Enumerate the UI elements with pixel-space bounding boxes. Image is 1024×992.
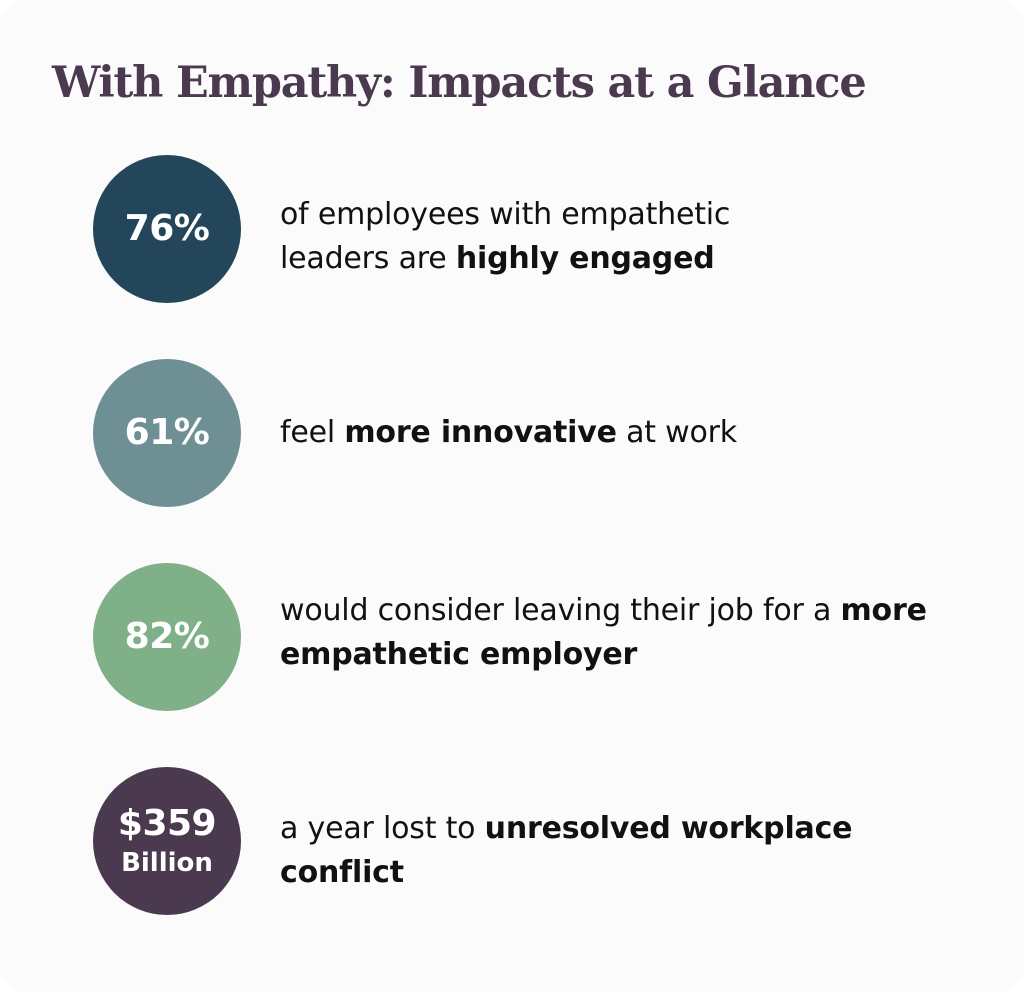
stat-circle-conflict-cost: $359 Billion xyxy=(93,767,241,915)
stat-text: a year lost to xyxy=(280,811,485,846)
stat-text-emphasis: unresolved workplace conflict xyxy=(280,811,853,890)
stat-text-emphasis: more empathetic employer xyxy=(280,593,927,672)
stat-text-emphasis: highly engaged xyxy=(455,241,715,276)
stat-text-emphasis: more innovative xyxy=(344,415,617,450)
stat-row-engagement: 76% of employees with empathetic leaders… xyxy=(0,155,1024,305)
stat-text: would consider leaving their job for a xyxy=(280,593,841,628)
stat-description-conflict-cost: a year lost to unresolved workplace conf… xyxy=(280,807,940,895)
stat-description-innovation: feel more innovative at work xyxy=(280,411,980,455)
stat-row-retention: 82% would consider leaving their job for… xyxy=(0,563,1024,713)
stat-circle-innovation: 61% xyxy=(93,359,241,507)
stat-value-unit: Billion xyxy=(121,848,213,878)
page-title: With Empathy: Impacts at a Glance xyxy=(52,58,867,108)
stat-row-innovation: 61% feel more innovative at work xyxy=(0,359,1024,509)
stat-circle-retention: 82% xyxy=(93,563,241,711)
stat-circle-engagement: 76% xyxy=(93,155,241,303)
stat-description-retention: would consider leaving their job for a m… xyxy=(280,589,960,677)
stat-value: 61% xyxy=(124,412,210,453)
stat-description-engagement: of employees with empathetic leaders are… xyxy=(280,193,840,281)
stat-value: $359 xyxy=(117,803,217,844)
stat-text: of employees with empathetic leaders are xyxy=(280,197,731,276)
stat-value: 76% xyxy=(124,208,210,249)
stat-row-conflict-cost: $359 Billion a year lost to unresolved w… xyxy=(0,767,1024,917)
stat-text-end: at work xyxy=(616,415,737,450)
stat-text: feel xyxy=(280,415,345,450)
stat-value: 82% xyxy=(124,616,210,657)
